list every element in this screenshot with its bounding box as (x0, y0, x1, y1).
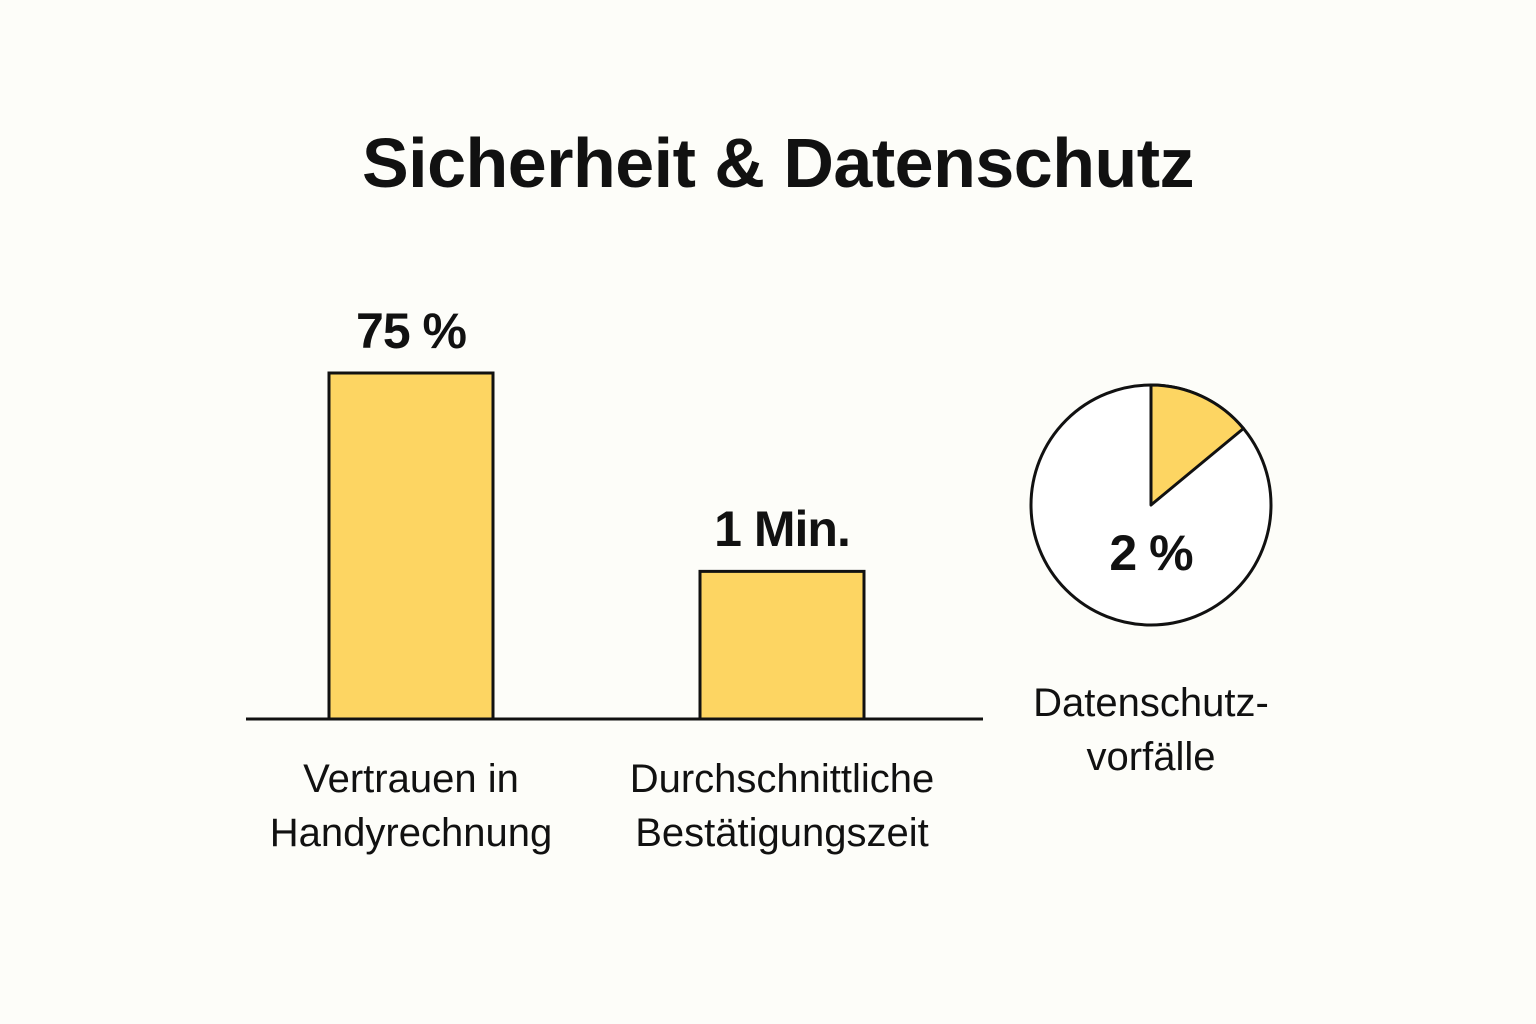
category-label-line: Bestätigungszeit (635, 811, 929, 855)
category-label-line: Handyrechnung (269, 811, 553, 855)
chart-title: Sicherheit & Datenschutz (361, 124, 1195, 202)
pie-slice (1149, 383, 1245, 507)
category-label-trust: Vertrauen in Handyrechnung (211, 752, 611, 860)
bar-value-label-trust: 75 % (356, 303, 467, 359)
bar-confirmation (698, 569, 866, 721)
category-label-confirmation: Durchschnittliche Bestätigungszeit (582, 752, 982, 860)
pie-chart (1029, 383, 1273, 627)
bars-layer (327, 371, 866, 721)
pie-category-label: Datenschutz- vorfälle (951, 676, 1351, 784)
pie-category-label-line: vorfälle (1086, 735, 1216, 779)
pie-category-label-line: Datenschutz- (1033, 681, 1269, 725)
bar-value-label-confirmation: 1 Min. (714, 501, 851, 558)
bar-trust (327, 371, 495, 721)
pie-value-label: 2 % (1109, 525, 1193, 581)
category-label-line: Vertrauen in (303, 757, 519, 801)
category-label-line: Durchschnittliche (629, 757, 935, 801)
